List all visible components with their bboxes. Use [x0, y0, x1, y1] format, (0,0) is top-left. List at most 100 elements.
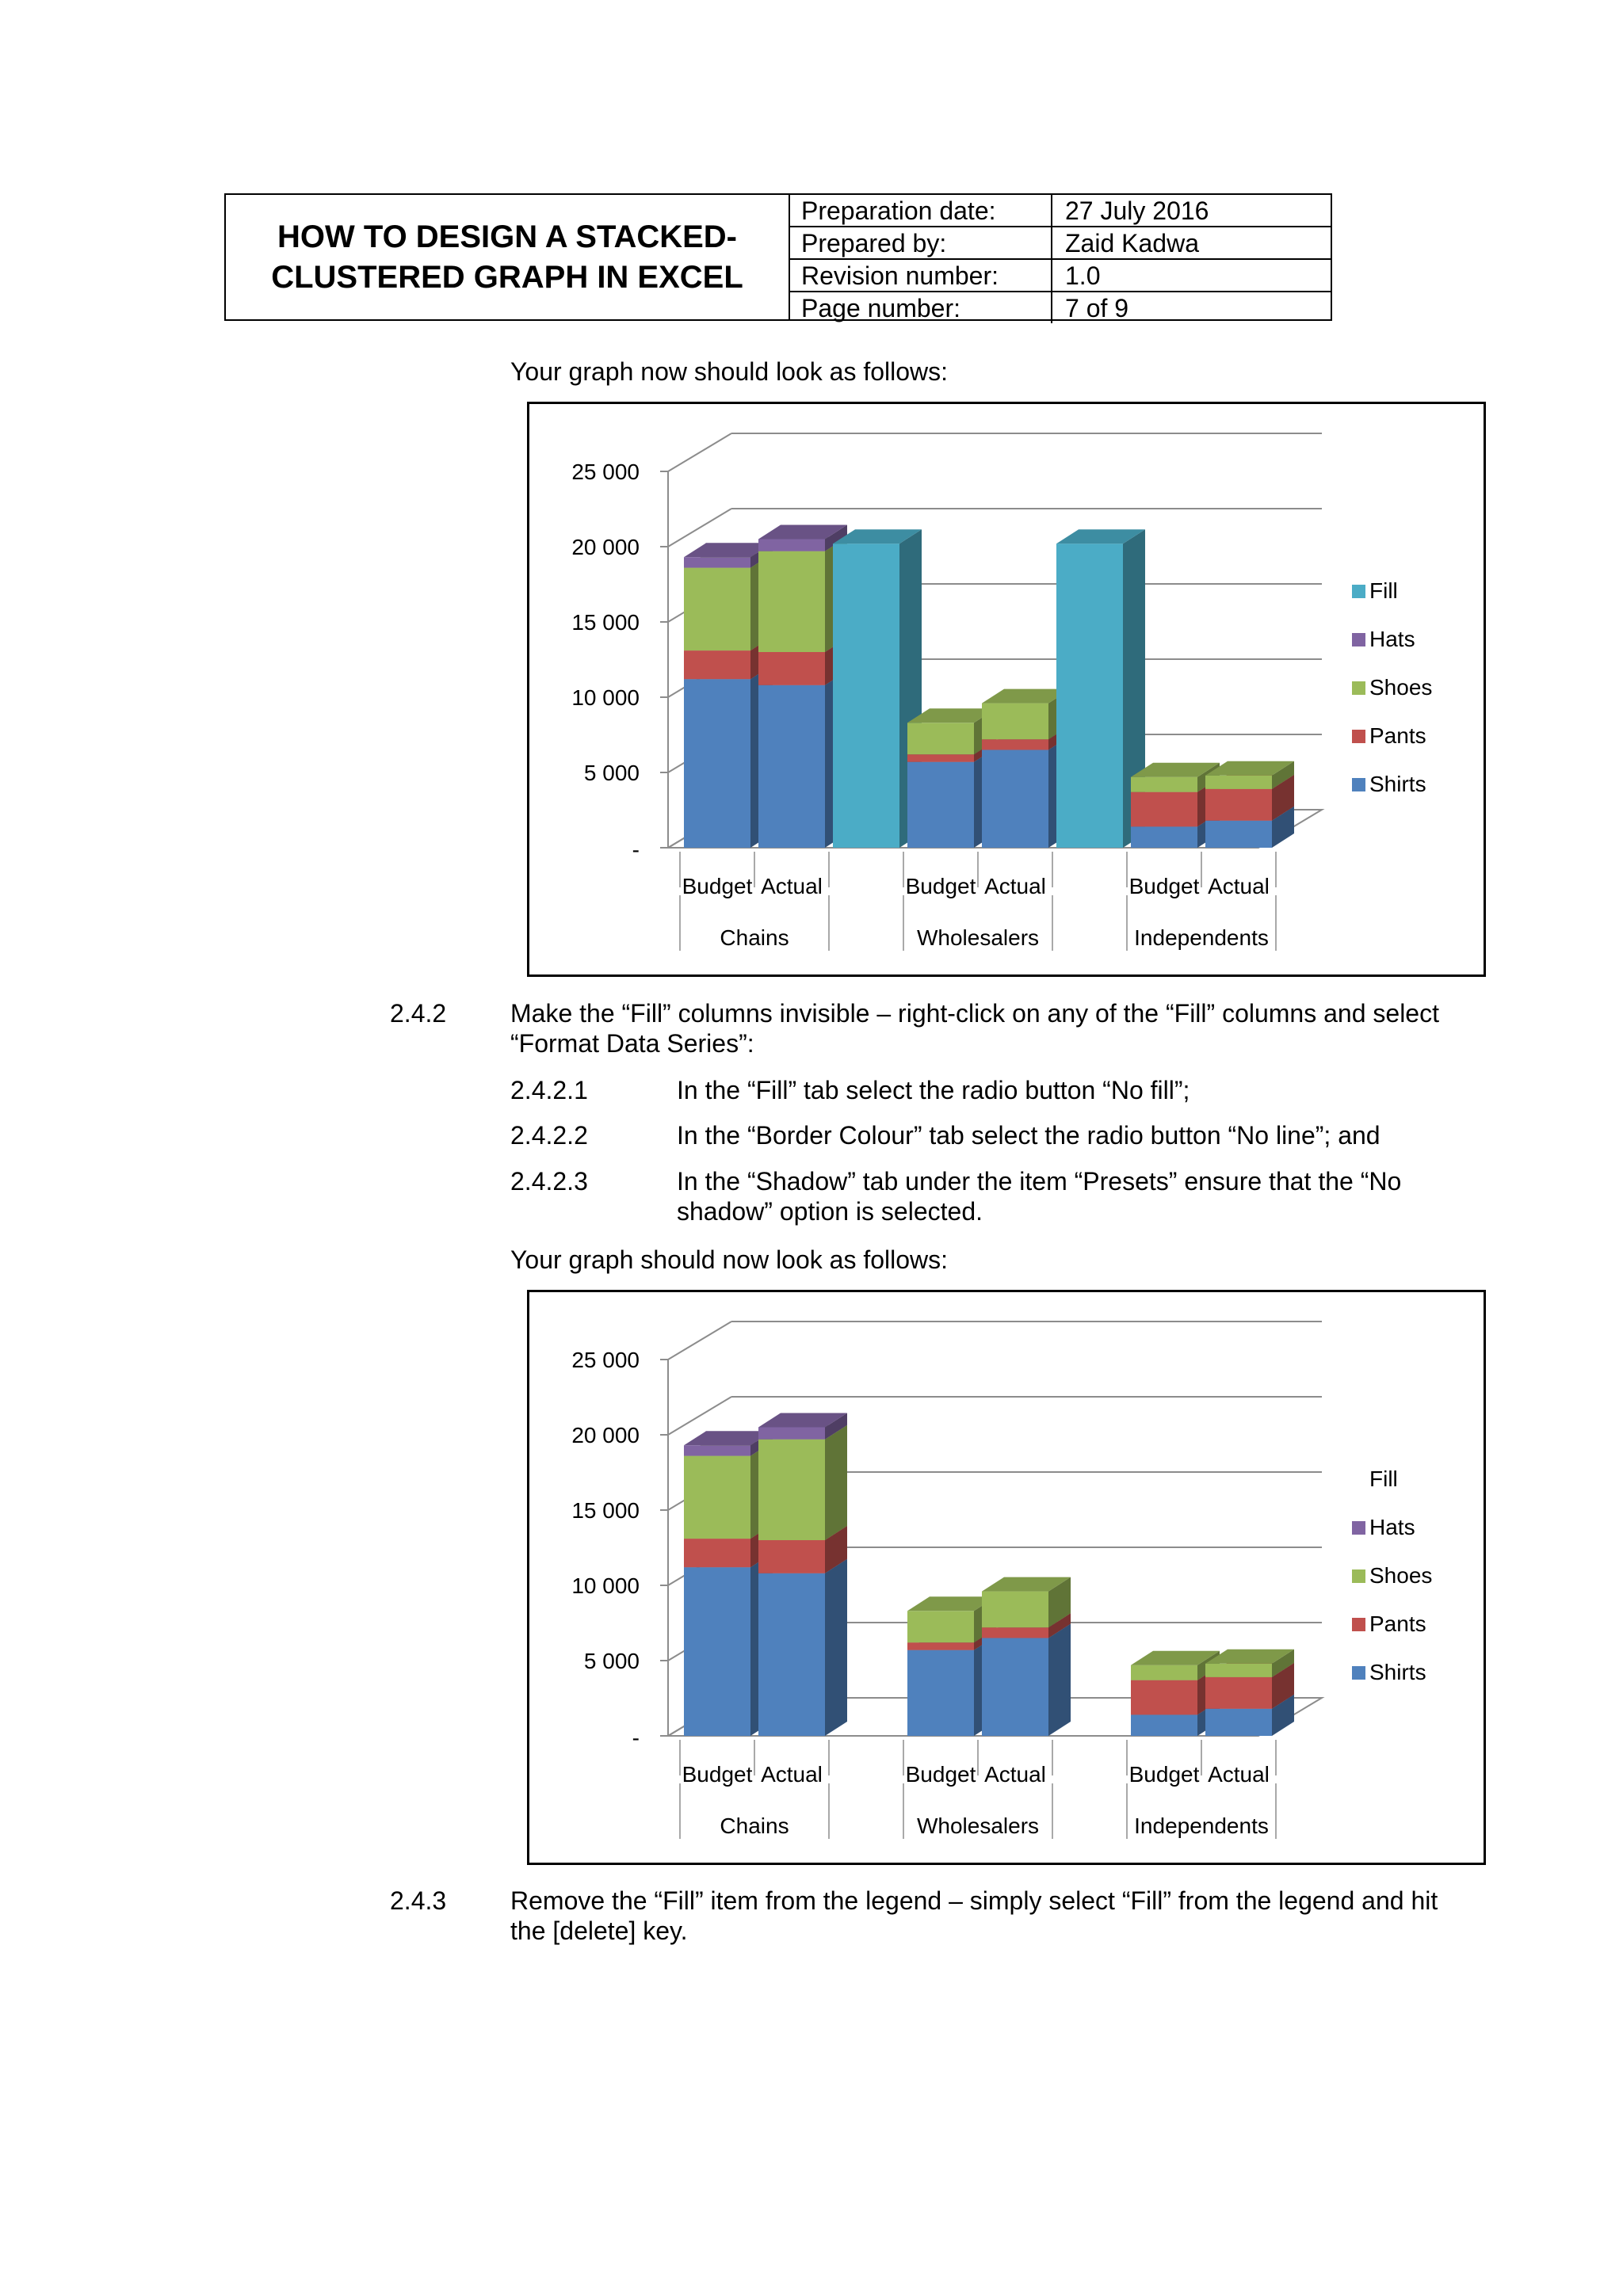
x-category-label: Actual — [984, 874, 1046, 898]
bar-front — [833, 543, 899, 848]
x-category-label: Actual — [1208, 1762, 1270, 1787]
bar-front — [1056, 543, 1123, 848]
bar-side — [825, 1425, 847, 1540]
step-number-2-4-3: 2.4.3 — [390, 1886, 447, 1915]
y-tick-label: 15 000 — [571, 1498, 640, 1523]
x-category-label: Budget — [682, 1762, 753, 1787]
header-label: Preparation date: — [790, 195, 1052, 226]
header-row-revision-number: Revision number: 1.0 — [790, 260, 1332, 291]
bar-side — [825, 1558, 847, 1736]
bar-top — [907, 1596, 996, 1611]
bar-front — [1205, 1676, 1272, 1709]
header-value: 1.0 — [1065, 261, 1101, 290]
bar-segment-shirts — [982, 1623, 1071, 1736]
y-tick-label: - — [632, 837, 640, 862]
bar-side — [1048, 1623, 1071, 1736]
legend-label-shoes: Shoes — [1369, 1563, 1432, 1588]
bar-front — [1205, 775, 1272, 789]
bar-front — [907, 723, 974, 755]
x-category-label: Actual — [761, 874, 823, 898]
bar-segment-shoes — [982, 1577, 1071, 1628]
bar-front — [1205, 1708, 1272, 1736]
y-tick-label: 10 000 — [571, 685, 640, 710]
bar-front — [758, 685, 825, 848]
legend-swatch-hats — [1352, 1521, 1365, 1535]
legend-label-fill: Fill — [1369, 1466, 1398, 1491]
legend-label-fill: Fill — [1369, 578, 1398, 603]
bar-front — [684, 567, 750, 651]
x-category-label: Budget — [906, 874, 976, 898]
bar-front — [982, 739, 1048, 750]
step-text-line: the [delete] key. — [510, 1917, 688, 1945]
y-tick-label: - — [632, 1726, 640, 1750]
legend-swatch-shoes — [1352, 681, 1365, 695]
bar-segment-hats — [758, 524, 847, 551]
legend-label-pants: Pants — [1369, 723, 1426, 748]
legend-label-shirts: Shirts — [1369, 772, 1426, 796]
header-info-table: Preparation date: 27 July 2016 Prepared … — [789, 195, 1332, 323]
bar-front — [684, 1445, 750, 1456]
bar-front — [758, 551, 825, 652]
x-group-label: Wholesalers — [917, 1814, 1039, 1838]
bar-front — [1131, 776, 1197, 792]
stacked-clustered-chart-2: - 5 000 10 000 15 000 20 000 25 000 Budget Actu… — [571, 1321, 1432, 1839]
header-value: 27 July 2016 — [1065, 196, 1209, 225]
bar-top — [833, 529, 922, 544]
bar-front — [982, 1591, 1048, 1628]
bar-front — [907, 1611, 974, 1643]
legend-label-shoes: Shoes — [1369, 675, 1432, 700]
gridline-depth — [667, 433, 732, 472]
bar-top — [758, 1413, 847, 1428]
bar-top — [758, 524, 847, 540]
bar-segment-fill — [1056, 529, 1145, 848]
bar-front — [684, 650, 750, 680]
bar-front — [684, 679, 750, 848]
y-tick-label: 5 000 — [584, 1649, 640, 1673]
x-category-label: Budget — [682, 874, 753, 898]
gridline-depth — [667, 1321, 732, 1360]
bar-front — [982, 1627, 1048, 1638]
bar-side — [1048, 1613, 1071, 1638]
x-group-label: Wholesalers — [917, 925, 1039, 950]
bar-front — [1131, 791, 1197, 827]
x-category-label: Actual — [1208, 874, 1270, 898]
y-tick-label: 5 000 — [584, 761, 640, 785]
bar-top — [1205, 1649, 1294, 1664]
y-tick-label: 25 000 — [571, 460, 640, 484]
chart-after: - 5 000 10 000 15 000 20 000 25 000 Budget Actu… — [527, 1290, 1486, 1865]
bar-front — [907, 754, 974, 762]
bar-top — [982, 1577, 1071, 1592]
legend-swatch-shoes — [1352, 1569, 1365, 1583]
legend-swatch-shirts — [1352, 1666, 1365, 1680]
bar-front — [1131, 1665, 1197, 1680]
y-tick-label: 25 000 — [571, 1348, 640, 1372]
bar-front — [1205, 820, 1272, 848]
bar-side — [825, 524, 847, 551]
x-category-label: Budget — [1129, 1762, 1200, 1787]
gridline-depth — [667, 1396, 732, 1436]
header-label: Revision number: — [790, 260, 1052, 291]
substep-text: shadow” option is selected. — [677, 1197, 983, 1226]
header-row-preparation-date: Preparation date: 27 July 2016 — [790, 195, 1332, 226]
bar-front — [982, 703, 1048, 740]
substep-number: 2.4.2.3 — [510, 1167, 588, 1196]
legend-label-pants: Pants — [1369, 1611, 1426, 1636]
legend-label-hats: Hats — [1369, 1515, 1415, 1539]
header-label: Prepared by: — [790, 227, 1052, 258]
bar-top — [1056, 529, 1145, 544]
bar-front — [758, 652, 825, 685]
bar-front — [684, 1567, 750, 1736]
bar-side — [825, 1413, 847, 1440]
step-text-line: Make the “Fill” columns invisible – righ… — [510, 999, 1439, 1028]
header-row-prepared-by: Prepared by: Zaid Kadwa — [790, 227, 1332, 258]
bar-side — [1048, 1577, 1071, 1628]
bar-front — [684, 1539, 750, 1568]
substep-text: In the “Shadow” tab under the item “Pres… — [677, 1167, 1402, 1196]
bar-front — [1131, 1714, 1197, 1736]
bar-segment-shoes — [1205, 761, 1294, 789]
bar-front — [907, 1650, 974, 1736]
bar-side — [825, 1526, 847, 1573]
substep-text: In the “Fill” tab select the radio butto… — [677, 1076, 1190, 1104]
legend-swatch-hats — [1352, 633, 1365, 646]
header-value: Zaid Kadwa — [1065, 229, 1199, 257]
